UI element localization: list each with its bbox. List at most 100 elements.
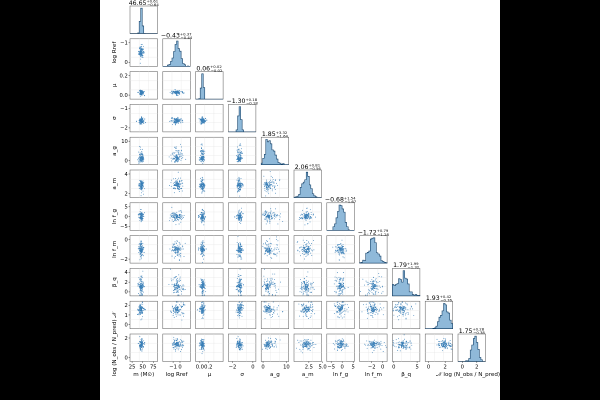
- sample-point: [368, 302, 370, 304]
- sample-point: [339, 304, 341, 306]
- sample-point: [176, 186, 179, 188]
- sample-point: [175, 124, 176, 126]
- sample-point: [141, 289, 143, 291]
- cell-frame: [195, 235, 224, 264]
- sample-point: [202, 188, 204, 190]
- sample-point: [237, 289, 239, 290]
- sample-point: [180, 301, 182, 303]
- sample-point: [305, 305, 307, 307]
- sample-point: [178, 216, 180, 218]
- sample-point: [203, 287, 205, 289]
- sample-point: [237, 187, 239, 189]
- sample-point: [182, 345, 184, 347]
- sample-point: [310, 312, 312, 314]
- sample-point: [339, 294, 341, 296]
- sample-point: [182, 341, 184, 343]
- sample-point: [265, 289, 267, 291]
- sample-point: [237, 308, 239, 310]
- cell-bq-ag: [260, 268, 289, 297]
- sample-point: [345, 248, 347, 250]
- sample-point: [310, 288, 312, 290]
- sample-point: [242, 250, 244, 252]
- sample-point: [200, 251, 202, 252]
- sample-point: [201, 209, 203, 210]
- sample-point: [181, 313, 183, 315]
- sample-point: [238, 176, 240, 178]
- sample-point: [175, 155, 176, 157]
- sample-point: [239, 189, 241, 191]
- sample-point: [201, 216, 203, 218]
- sample-point: [183, 344, 185, 346]
- sample-point: [239, 156, 241, 158]
- sample-point: [176, 157, 178, 159]
- sample-point: [374, 280, 376, 282]
- sample-point: [202, 119, 204, 121]
- sample-point: [202, 150, 204, 152]
- sample-point: [201, 349, 203, 350]
- sample-point: [138, 306, 140, 308]
- sample-point: [173, 285, 175, 287]
- sample-point: [342, 301, 343, 303]
- sample-point: [141, 213, 143, 215]
- sample-point: [238, 153, 240, 155]
- sample-point: [175, 215, 177, 216]
- sample-point: [305, 219, 307, 221]
- sample-point: [139, 304, 141, 306]
- sample-point: [270, 342, 272, 344]
- sample-point: [368, 291, 370, 293]
- sample-point: [140, 182, 142, 184]
- sample-point: [264, 253, 266, 255]
- sample-point: [179, 184, 181, 186]
- sample-point: [201, 289, 203, 291]
- sample-point: [380, 306, 382, 308]
- sample-point: [238, 309, 241, 311]
- sample-point: [141, 243, 143, 245]
- sample-point: [203, 218, 205, 220]
- corner-plot: 46.65+0.61 −0.64−0.43+0.37 −0.440.06+0.02−…: [112, 0, 500, 378]
- sample-point: [274, 310, 276, 312]
- sample-point: [337, 287, 339, 288]
- sample-point: [302, 291, 304, 293]
- sample-point: [139, 312, 141, 314]
- sample-point: [304, 242, 306, 243]
- sample-point: [201, 287, 203, 289]
- sample-point: [381, 308, 383, 310]
- sample-point: [241, 348, 243, 350]
- sample-point: [266, 188, 268, 190]
- sample-point: [172, 93, 174, 95]
- sample-point: [268, 187, 270, 189]
- sample-point: [375, 293, 377, 295]
- sample-point: [203, 245, 205, 247]
- sample-point: [307, 271, 309, 273]
- cell-sg-lr: [162, 104, 191, 133]
- sample-point: [200, 144, 202, 146]
- sample-point: [242, 307, 244, 309]
- sample-point: [265, 242, 266, 244]
- sample-point: [179, 181, 181, 183]
- sample-point: [343, 310, 345, 312]
- sample-point: [337, 306, 339, 308]
- sample-point: [171, 215, 173, 217]
- sample-point: [276, 255, 278, 257]
- sample-point: [175, 92, 177, 95]
- sample-point: [277, 215, 278, 217]
- sample-point: [239, 212, 241, 214]
- sample-point: [274, 185, 276, 187]
- sample-point: [141, 293, 143, 295]
- sample-point: [174, 312, 176, 314]
- sample-point: [199, 214, 201, 216]
- sample-point: [400, 303, 402, 305]
- sample-point: [203, 121, 205, 123]
- sample-point: [200, 218, 202, 220]
- sample-point: [273, 214, 275, 216]
- sample-point: [341, 317, 343, 319]
- sample-point: [177, 349, 179, 351]
- cell-N-fm: [359, 300, 388, 329]
- cell-ag-sg: [228, 136, 257, 165]
- sample-point: [399, 310, 400, 312]
- sample-point: [271, 294, 273, 296]
- sample-point: [367, 310, 368, 312]
- sample-point: [303, 312, 305, 314]
- sample-point: [236, 287, 238, 289]
- sample-point: [339, 251, 341, 253]
